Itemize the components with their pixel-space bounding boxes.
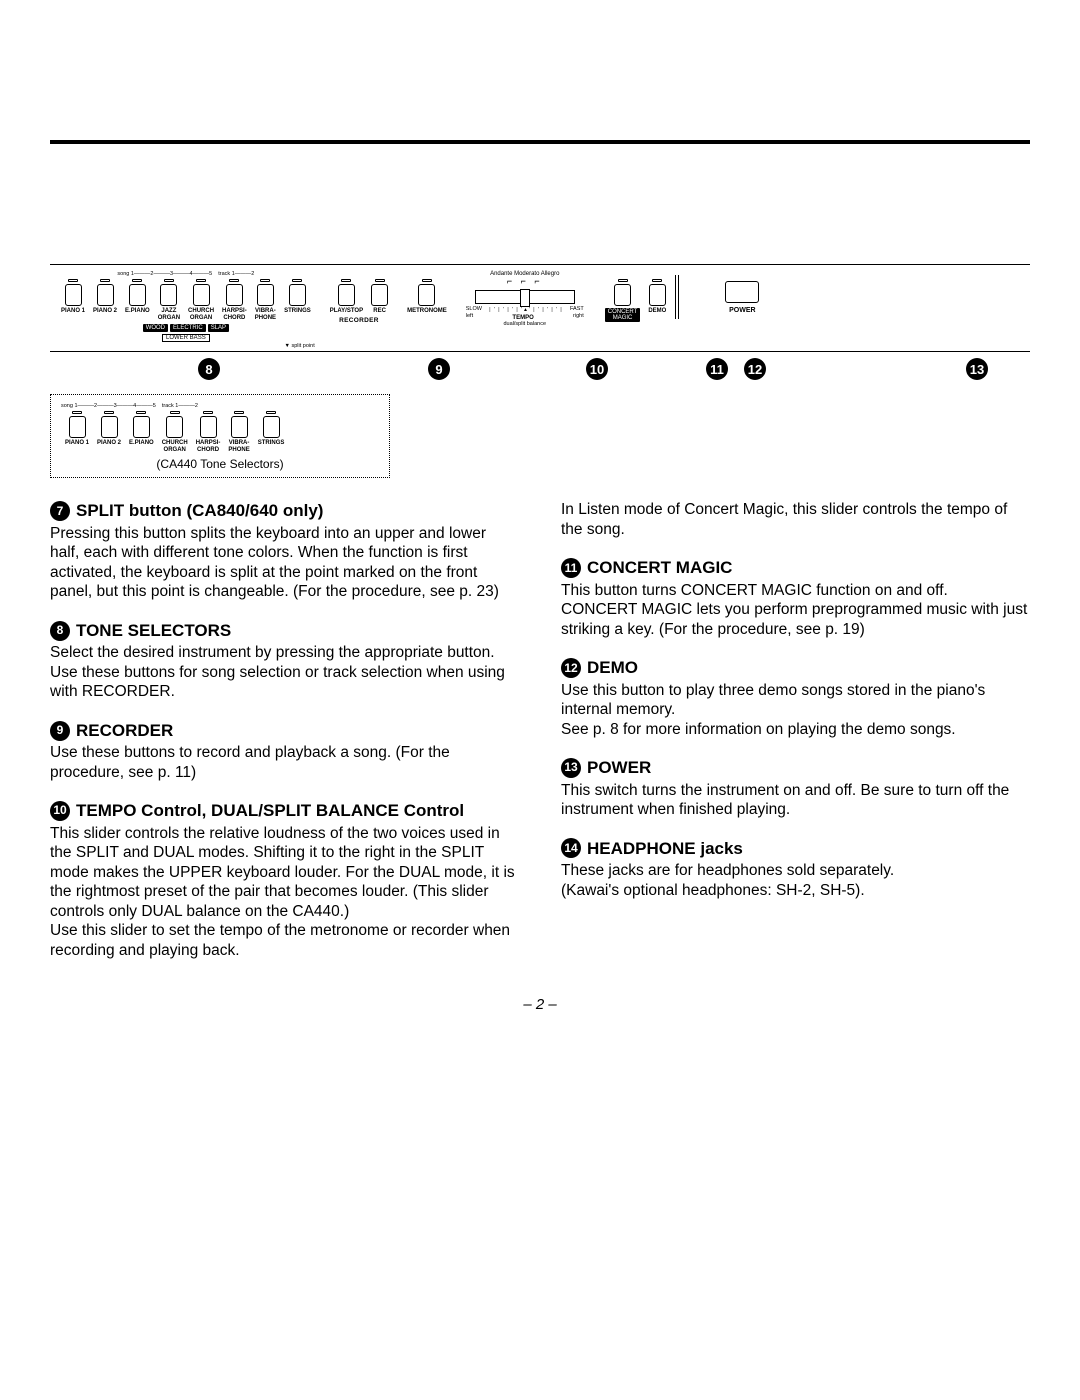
tone-selectors-group: song 1———2———3———4———5 track 1———2 PIANO… (57, 271, 315, 349)
tempo-scale-top: Andante Moderato Allegro ⌐ ⌐ ⌐ (490, 271, 559, 286)
sect-demo: 12DEMO Use this button to play three dem… (561, 657, 1030, 739)
concert-magic-button[interactable] (614, 284, 631, 306)
control-panel-diagram: song 1———2———3———4———5 track 1———2 PIANO… (50, 264, 1030, 352)
right-column: In Listen mode of Concert Magic, this sl… (561, 500, 1030, 978)
tone-btn-3[interactable] (160, 284, 177, 306)
concert-demo-group: CONCERT MAGIC DEMO (601, 271, 671, 322)
sect-headphone-body: These jacks are for headphones sold sepa… (561, 861, 1030, 900)
page-number: – 2 – (50, 996, 1030, 1013)
sect-recorder: 9RECORDER Use these buttons to record an… (50, 720, 519, 782)
tempo-group: Andante Moderato Allegro ⌐ ⌐ ⌐ SLOW | ' … (466, 271, 584, 327)
sect-tempo-body: This slider controls the relative loudne… (50, 824, 519, 961)
song-track-labels: song 1———2———3———4———5 track 1———2 (117, 271, 254, 277)
rec-button[interactable] (371, 284, 388, 306)
tone-btn-4[interactable] (193, 284, 210, 306)
sect-split-body: Pressing this button splits the keyboard… (50, 524, 519, 602)
power-group: POWER (725, 271, 759, 315)
power-switch[interactable] (725, 281, 759, 303)
callout-12: 12 (744, 358, 766, 380)
tempo-slider[interactable] (475, 290, 575, 304)
ca440-btn-5[interactable] (231, 416, 248, 438)
ca440-caption: (CA440 Tone Selectors) (61, 457, 379, 471)
recorder-group: PLAY/STOP REC RECORDER (326, 271, 392, 324)
sect-power: 13POWER This switch turns the instrument… (561, 757, 1030, 819)
sect-tone-body: Select the desired instrument by pressin… (50, 643, 519, 702)
sect-tempo: 10TEMPO Control, DUAL/SPLIT BALANCE Cont… (50, 800, 519, 960)
lowerbass-slap: SLAP (208, 324, 229, 332)
top-rule (50, 140, 1030, 144)
sect-tone: 8TONE SELECTORS Select the desired instr… (50, 620, 519, 702)
tone-btn-2[interactable] (129, 284, 146, 306)
body-columns: 7SPLIT button (CA840/640 only) Pressing … (50, 500, 1030, 978)
callout-8: 8 (198, 358, 220, 380)
ca440-box: song 1———2———3———4———5 track 1———2 PIANO… (50, 394, 390, 478)
tone-btn-0[interactable] (65, 284, 82, 306)
split-point-label: ▼ split point (285, 343, 315, 349)
metronome-group: METRONOME (403, 271, 451, 315)
callout-numbers: 8 9 10 11 12 13 (50, 356, 1030, 388)
sect-concert: 11CONCERT MAGIC This button turns CONCER… (561, 557, 1030, 639)
callout-9: 9 (428, 358, 450, 380)
playstop-button[interactable] (338, 284, 355, 306)
tone-btn-7[interactable] (289, 284, 306, 306)
sect-recorder-body: Use these buttons to record and playback… (50, 743, 519, 782)
sect-power-body: This switch turns the instrument on and … (561, 781, 1030, 820)
callout-13: 13 (966, 358, 988, 380)
ca440-btn-2[interactable] (133, 416, 150, 438)
sect-tempo-cont: In Listen mode of Concert Magic, this sl… (561, 500, 1030, 539)
sect-split: 7SPLIT button (CA840/640 only) Pressing … (50, 500, 519, 601)
tone-btn-6[interactable] (257, 284, 274, 306)
tone-btn-5[interactable] (226, 284, 243, 306)
ca440-btn-1[interactable] (101, 416, 118, 438)
panel-divider (675, 275, 676, 319)
panel-divider2 (678, 275, 679, 319)
metronome-button[interactable] (418, 284, 435, 306)
lower-bass-label: LOWER BASS (162, 334, 210, 342)
lowerbass-wood: WOOD (143, 324, 168, 332)
ca440-btn-0[interactable] (69, 416, 86, 438)
ca440-btn-6[interactable] (263, 416, 280, 438)
callout-10: 10 (586, 358, 608, 380)
sect-headphone: 14HEADPHONE jacks These jacks are for he… (561, 838, 1030, 900)
ca440-btn-3[interactable] (166, 416, 183, 438)
left-column: 7SPLIT button (CA840/640 only) Pressing … (50, 500, 519, 978)
tone-btn-1[interactable] (97, 284, 114, 306)
recorder-label: RECORDER (339, 317, 379, 324)
lowerbass-elec: ELECTRIC (170, 324, 206, 332)
sect-concert-body: This button turns CONCERT MAGIC function… (561, 581, 1030, 640)
sect-demo-body: Use this button to play three demo songs… (561, 681, 1030, 740)
callout-11: 11 (706, 358, 728, 380)
demo-button[interactable] (649, 284, 666, 306)
ca440-btn-4[interactable] (200, 416, 217, 438)
